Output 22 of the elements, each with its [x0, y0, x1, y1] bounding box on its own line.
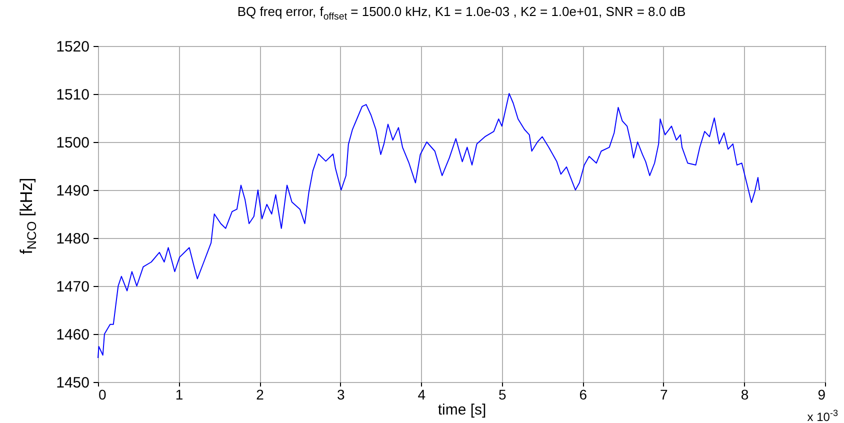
line-series [98, 93, 760, 358]
x-tick-label: 5 [498, 386, 506, 402]
y-tick-label: 1480 [56, 230, 90, 248]
x-tick-label: 7 [660, 386, 668, 402]
y-tick-label: 1470 [56, 278, 90, 296]
x-axis-title: time [s] [438, 402, 486, 418]
x-tick-label: 3 [336, 386, 345, 402]
x-tick-label: 9 [818, 386, 826, 402]
x-tick-label: 0 [98, 386, 106, 402]
x-tick-label: 6 [579, 386, 588, 402]
x-tick-label: 1 [175, 386, 184, 402]
x-tick-label: 4 [418, 386, 426, 402]
y-tick-label: 1520 [56, 38, 90, 56]
y-tick-label: 1490 [56, 182, 90, 200]
y-tick-label: 1460 [56, 326, 90, 344]
chart-title: BQ freq error, f$_{offset}$ = 1500.0 kHz, K1 = 1.0e-03 , K2 = 1.0e+01, SNR = 8.0 dB [236, 4, 687, 23]
y-tick-label: 1510 [56, 86, 90, 104]
y-tick-label: 1500 [56, 134, 90, 152]
y-tick-label: 1450 [56, 374, 90, 392]
x-tick-label: 8 [740, 386, 749, 402]
text: x 10$^{-3}$ [807, 407, 838, 423]
x-tick-label: 2 [256, 386, 264, 402]
